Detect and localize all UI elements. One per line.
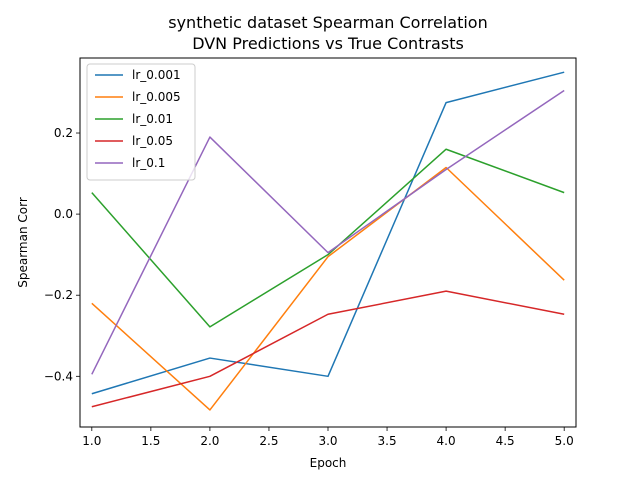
series-line-0 xyxy=(91,71,565,395)
x-tick-label: 5.0 xyxy=(555,434,574,448)
x-axis-ticks: 1.0 1.5 2.0 2.5 3.0 3.5 4.0 4.5 5.0 xyxy=(82,427,574,448)
legend-label-2: lr_0.01 xyxy=(132,112,173,126)
series-line-4 xyxy=(91,89,565,375)
x-tick-label: 4.5 xyxy=(496,434,515,448)
series-line-1 xyxy=(91,166,565,411)
y-tick-label: 0.2 xyxy=(54,126,73,140)
legend-label-4: lr_0.1 xyxy=(132,156,165,170)
x-tick-label: 1.5 xyxy=(141,434,160,448)
chart-title: synthetic dataset Spearman Correlation xyxy=(168,13,487,32)
legend-box xyxy=(86,63,196,181)
plot-lines xyxy=(91,71,565,411)
y-tick-label: 0.0 xyxy=(54,207,73,221)
y-axis-ticks: −0.4 −0.2 0.0 0.2 xyxy=(44,126,80,383)
y-tick-label: −0.2 xyxy=(44,288,73,302)
y-axis-label: Spearman Corr xyxy=(16,197,30,288)
x-tick-label: 4.0 xyxy=(437,434,456,448)
x-tick-label: 2.5 xyxy=(259,434,278,448)
x-tick-label: 3.0 xyxy=(318,434,337,448)
series-line-2 xyxy=(91,148,565,328)
x-tick-label: 2.0 xyxy=(200,434,219,448)
x-axis-label: Epoch xyxy=(310,456,347,470)
y-tick-label: −0.4 xyxy=(44,369,73,383)
x-tick-label: 1.0 xyxy=(82,434,101,448)
legend: lr_0.001 lr_0.005 lr_0.01 lr_0.05 lr_0.1 xyxy=(86,63,196,181)
chart-subtitle: DVN Predictions vs True Contrasts xyxy=(192,34,464,53)
series-line-3 xyxy=(91,290,565,408)
legend-label-1: lr_0.005 xyxy=(132,90,181,104)
legend-label-3: lr_0.05 xyxy=(132,134,173,148)
x-tick-label: 3.5 xyxy=(378,434,397,448)
legend-label-0: lr_0.001 xyxy=(132,68,181,82)
